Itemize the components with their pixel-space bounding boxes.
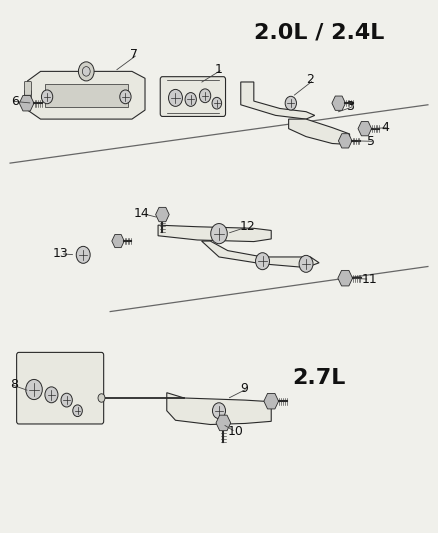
Circle shape (98, 394, 105, 402)
Polygon shape (28, 71, 145, 119)
Text: 8: 8 (10, 378, 18, 391)
Polygon shape (201, 241, 319, 268)
Polygon shape (45, 84, 127, 108)
Text: 1: 1 (215, 63, 223, 76)
Circle shape (120, 90, 131, 104)
Polygon shape (264, 393, 279, 409)
Circle shape (199, 89, 211, 103)
Polygon shape (358, 122, 371, 136)
Circle shape (82, 67, 90, 76)
FancyBboxPatch shape (17, 352, 104, 424)
Text: 2: 2 (306, 74, 314, 86)
Circle shape (76, 246, 90, 263)
Text: 5: 5 (367, 135, 375, 148)
Text: 10: 10 (228, 425, 244, 439)
Text: 2.0L / 2.4L: 2.0L / 2.4L (254, 22, 384, 42)
Circle shape (61, 393, 72, 407)
Circle shape (299, 255, 313, 272)
Text: 4: 4 (381, 121, 389, 134)
Circle shape (78, 62, 94, 81)
Circle shape (211, 223, 227, 244)
Circle shape (212, 98, 222, 109)
Text: 2.7L: 2.7L (293, 368, 346, 388)
Text: 7: 7 (130, 48, 138, 61)
Circle shape (255, 253, 269, 270)
Text: 14: 14 (134, 207, 150, 220)
Polygon shape (241, 82, 315, 119)
Polygon shape (19, 95, 34, 111)
Polygon shape (289, 119, 350, 144)
FancyBboxPatch shape (25, 82, 32, 95)
Polygon shape (167, 393, 271, 424)
Text: 13: 13 (53, 247, 68, 260)
Circle shape (42, 90, 53, 104)
Polygon shape (155, 207, 169, 222)
Polygon shape (158, 225, 271, 241)
Circle shape (212, 403, 226, 419)
Text: 11: 11 (362, 273, 378, 286)
Polygon shape (339, 134, 352, 148)
FancyBboxPatch shape (160, 77, 226, 116)
Polygon shape (112, 235, 124, 248)
Circle shape (169, 90, 183, 107)
Circle shape (185, 93, 196, 107)
Text: 9: 9 (240, 382, 248, 395)
FancyBboxPatch shape (25, 91, 32, 104)
Polygon shape (216, 415, 231, 431)
Text: 6: 6 (11, 94, 19, 108)
Circle shape (285, 96, 297, 110)
Polygon shape (338, 270, 353, 286)
Circle shape (26, 379, 42, 400)
Circle shape (45, 387, 58, 403)
Polygon shape (332, 96, 346, 110)
Text: 12: 12 (240, 220, 256, 233)
Circle shape (73, 405, 82, 417)
Text: 3: 3 (346, 100, 354, 113)
